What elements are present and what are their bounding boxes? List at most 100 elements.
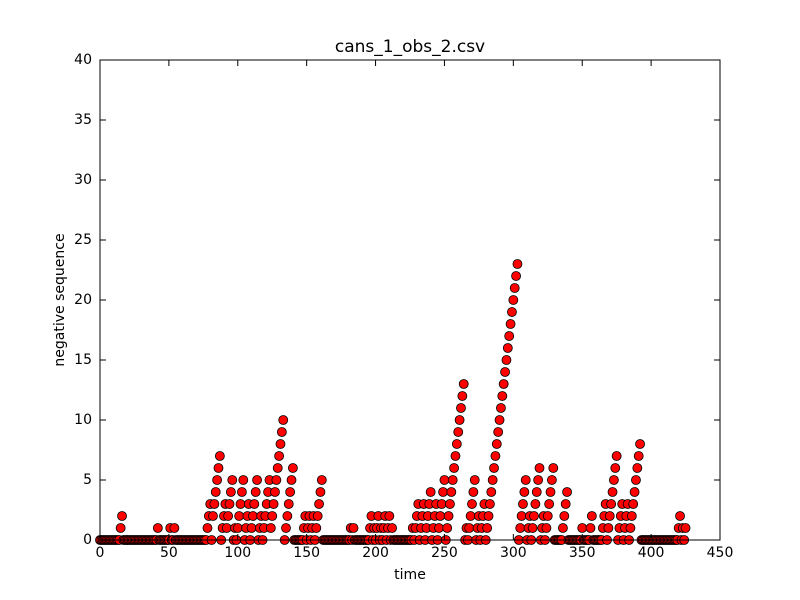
point — [609, 475, 619, 485]
point — [518, 499, 528, 509]
point — [631, 475, 641, 485]
point — [626, 511, 637, 521]
point — [558, 523, 568, 533]
point — [527, 523, 538, 533]
point — [311, 523, 322, 533]
x-tick-label: 400 — [638, 545, 665, 561]
point — [607, 487, 618, 497]
point — [625, 523, 636, 533]
point — [603, 523, 614, 533]
point — [511, 271, 521, 281]
point — [505, 319, 516, 329]
x-tick-label: 250 — [431, 545, 458, 561]
point — [115, 523, 126, 533]
point — [465, 511, 476, 521]
y-tick-label: 35 — [74, 112, 92, 128]
point — [456, 403, 466, 413]
point — [443, 511, 454, 521]
x-tick-label: 450 — [707, 545, 734, 561]
point — [272, 463, 283, 473]
point — [468, 487, 479, 497]
y-tick-label: 40 — [74, 52, 92, 68]
point — [585, 523, 596, 533]
point — [675, 511, 685, 521]
y-tick-label: 25 — [74, 232, 92, 248]
point — [387, 523, 397, 533]
point — [491, 439, 502, 449]
point — [457, 391, 468, 401]
point — [286, 475, 297, 485]
point — [512, 259, 523, 269]
point — [285, 487, 296, 497]
point — [531, 487, 542, 497]
point — [434, 523, 444, 533]
point — [436, 499, 447, 509]
point — [271, 475, 282, 485]
point — [117, 511, 127, 521]
point — [509, 283, 520, 293]
point — [680, 523, 691, 533]
point — [534, 463, 545, 473]
point — [221, 523, 232, 533]
x-tick-label: 150 — [293, 545, 320, 561]
point — [447, 475, 458, 485]
point — [214, 451, 225, 461]
point — [435, 511, 446, 521]
point — [541, 523, 552, 533]
point — [208, 511, 218, 521]
point — [316, 475, 327, 485]
point — [237, 487, 247, 497]
point — [425, 487, 436, 497]
x-tick-label: 350 — [569, 545, 596, 561]
y-tick-label: 10 — [74, 412, 92, 428]
point — [545, 487, 556, 497]
y-tick-label: 15 — [74, 352, 92, 368]
point — [439, 475, 450, 485]
y-axis-label: negative sequence — [52, 233, 68, 366]
point — [500, 367, 510, 377]
point — [451, 439, 462, 449]
x-tick-label: 0 — [96, 545, 105, 561]
point — [287, 463, 298, 473]
point — [501, 355, 512, 365]
point — [225, 487, 236, 497]
point — [152, 523, 163, 533]
point — [482, 523, 493, 533]
point — [314, 499, 324, 509]
point — [611, 451, 622, 461]
point — [458, 379, 469, 389]
point — [212, 475, 223, 485]
point — [469, 475, 480, 485]
point — [453, 427, 464, 437]
point — [635, 439, 645, 449]
point — [544, 499, 555, 509]
plot-area — [95, 259, 691, 545]
y-tick-label: 0 — [83, 532, 92, 548]
point — [485, 499, 495, 509]
point — [586, 511, 597, 521]
point — [632, 463, 643, 473]
point — [487, 475, 498, 485]
point — [274, 451, 285, 461]
point — [502, 343, 513, 353]
point — [283, 499, 294, 509]
point — [519, 487, 530, 497]
point — [210, 487, 221, 497]
point — [489, 463, 499, 473]
point — [281, 523, 291, 533]
x-tick-label: 200 — [362, 545, 389, 561]
point — [446, 487, 457, 497]
x-tick-label: 300 — [500, 545, 527, 561]
point — [223, 511, 234, 521]
point — [202, 523, 213, 533]
point — [235, 499, 246, 509]
point — [238, 475, 249, 485]
point — [577, 523, 588, 533]
point — [438, 487, 448, 497]
point — [232, 523, 243, 533]
point — [252, 475, 262, 485]
point — [312, 511, 323, 521]
point — [633, 451, 644, 461]
